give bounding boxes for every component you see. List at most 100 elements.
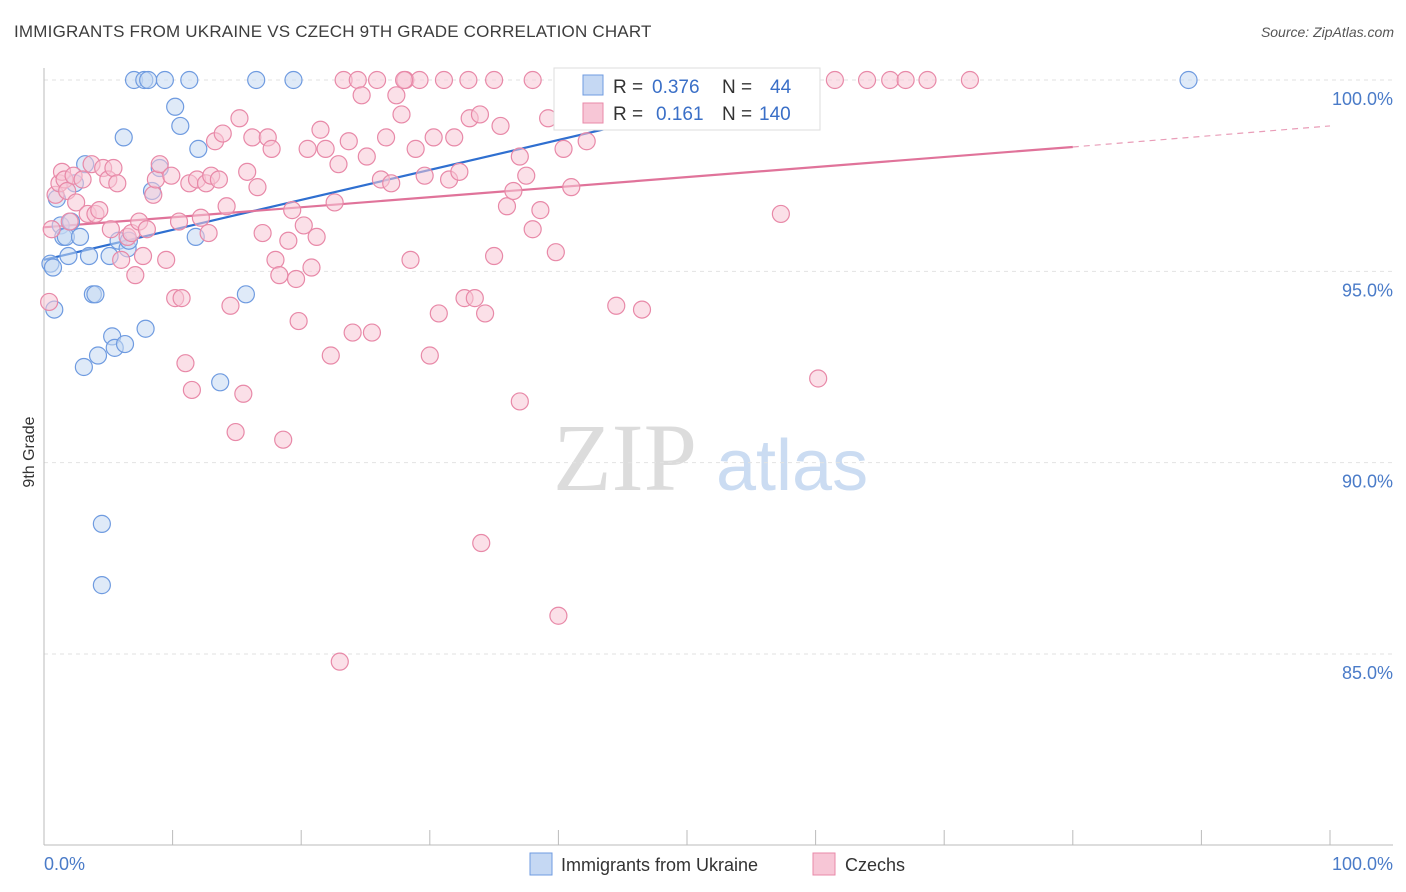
czech-point [517,166,536,185]
czech-point [485,246,504,266]
czech-point [376,128,396,147]
czech-point [238,162,257,181]
czech-point [445,128,464,147]
czech-point [348,70,367,90]
czech-point [302,258,321,277]
czech-point [60,212,79,231]
czech-point [857,70,877,90]
legend-n-value-czechs: 140 [759,104,791,125]
czech-point [146,170,165,189]
ukraine-point [86,285,105,304]
czech-point [554,139,573,158]
ukraine-point [114,128,133,147]
data-points [40,70,1198,671]
ukraine-point [247,70,266,90]
czech-point [42,220,61,239]
ukraine-point [59,246,78,266]
czech-point [286,269,306,289]
czech-point [266,250,285,269]
czech-point [382,174,401,193]
czech-point [104,158,123,178]
czech-point [470,105,490,124]
czech-point [150,155,169,174]
czech-point [352,86,371,105]
czech-point [392,105,411,124]
legend-r-value-czechs: 0.161 [656,104,704,125]
czech-point [465,289,484,308]
ukraine-point [284,70,303,90]
czech-point [329,155,348,174]
czech-point [169,212,189,231]
czech-point [825,70,844,90]
czech-point [133,246,153,266]
czech-point [279,231,298,250]
ukraine-point [115,334,135,354]
czech-point [415,166,434,185]
czech-point [434,70,454,90]
czech-point [270,266,289,285]
legend-bottom: Immigrants from Ukraine Czechs [529,852,905,876]
czech-point [497,197,517,216]
trend-line-czechs [43,145,1073,229]
czech-point [321,346,340,365]
czech-point [504,181,523,201]
ukraine-point [1179,70,1198,90]
czech-point [230,109,249,128]
bottom-legend-label-czechs: Czechs [845,855,905,875]
ukraine-point [155,70,174,90]
legend-n-label-ukraine: N = [722,77,752,98]
legend-r-value-ukraine: 0.376 [652,77,700,98]
y-tick-label: 95.0% [1342,280,1393,300]
ukraine-point [189,139,208,158]
czech-point [191,208,210,227]
czech-point [472,533,491,553]
legend-n-label-czechs: N = [722,104,752,125]
czech-point [253,223,272,243]
czech-point [182,380,201,400]
bottom-legend-swatch-ukraine [529,852,553,876]
y-tick-label: 100.0% [1332,89,1393,109]
ukraine-point [166,97,185,116]
czech-point [172,289,191,308]
czech-point [549,606,568,625]
czech-point [367,70,387,90]
trend-line-czechs-extension [1072,125,1331,148]
x-tick-label-left: 0.0% [44,854,85,874]
czech-point [217,197,236,216]
czech-point [162,166,181,185]
watermark-zip: ZIP [553,404,697,511]
legend-n-value-ukraine: 44 [770,77,792,98]
legend-top: R = 0.376 N = 44 R = 0.161 N = 140 [553,67,821,131]
czech-point [362,323,382,342]
czech-point [243,128,262,147]
czech-point [577,132,596,151]
czech-point [226,422,245,442]
ukraine-point [236,285,256,304]
czech-point [632,300,652,319]
czech-point [248,178,267,197]
czech-point [401,250,420,269]
czech-point [209,170,228,189]
axes: 100.0% 95.0% 90.0% 85.0% [43,68,1393,846]
czech-point [485,70,504,90]
x-tick-label-right: 100.0% [1332,854,1393,874]
bottom-legend-swatch-czechs [812,852,836,876]
ukraine-point [136,319,155,338]
czech-point [491,116,510,136]
czech-point [343,323,362,342]
ukraine-point [74,357,93,377]
ukraine-point [79,246,99,266]
legend-r-label-czechs: R = [613,104,643,125]
czech-point [339,132,358,151]
czech-point [108,174,127,193]
czech-point [316,139,335,158]
czech-point [101,220,120,239]
bottom-legend-label-ukraine: Immigrants from Ukraine [561,855,758,875]
ukraine-point [180,70,199,90]
czech-point [459,70,478,90]
czech-point [420,346,439,365]
czech-point [475,304,495,323]
legend-swatch-czechs [582,102,604,124]
czech-point [531,201,550,220]
czech-point [523,70,542,90]
